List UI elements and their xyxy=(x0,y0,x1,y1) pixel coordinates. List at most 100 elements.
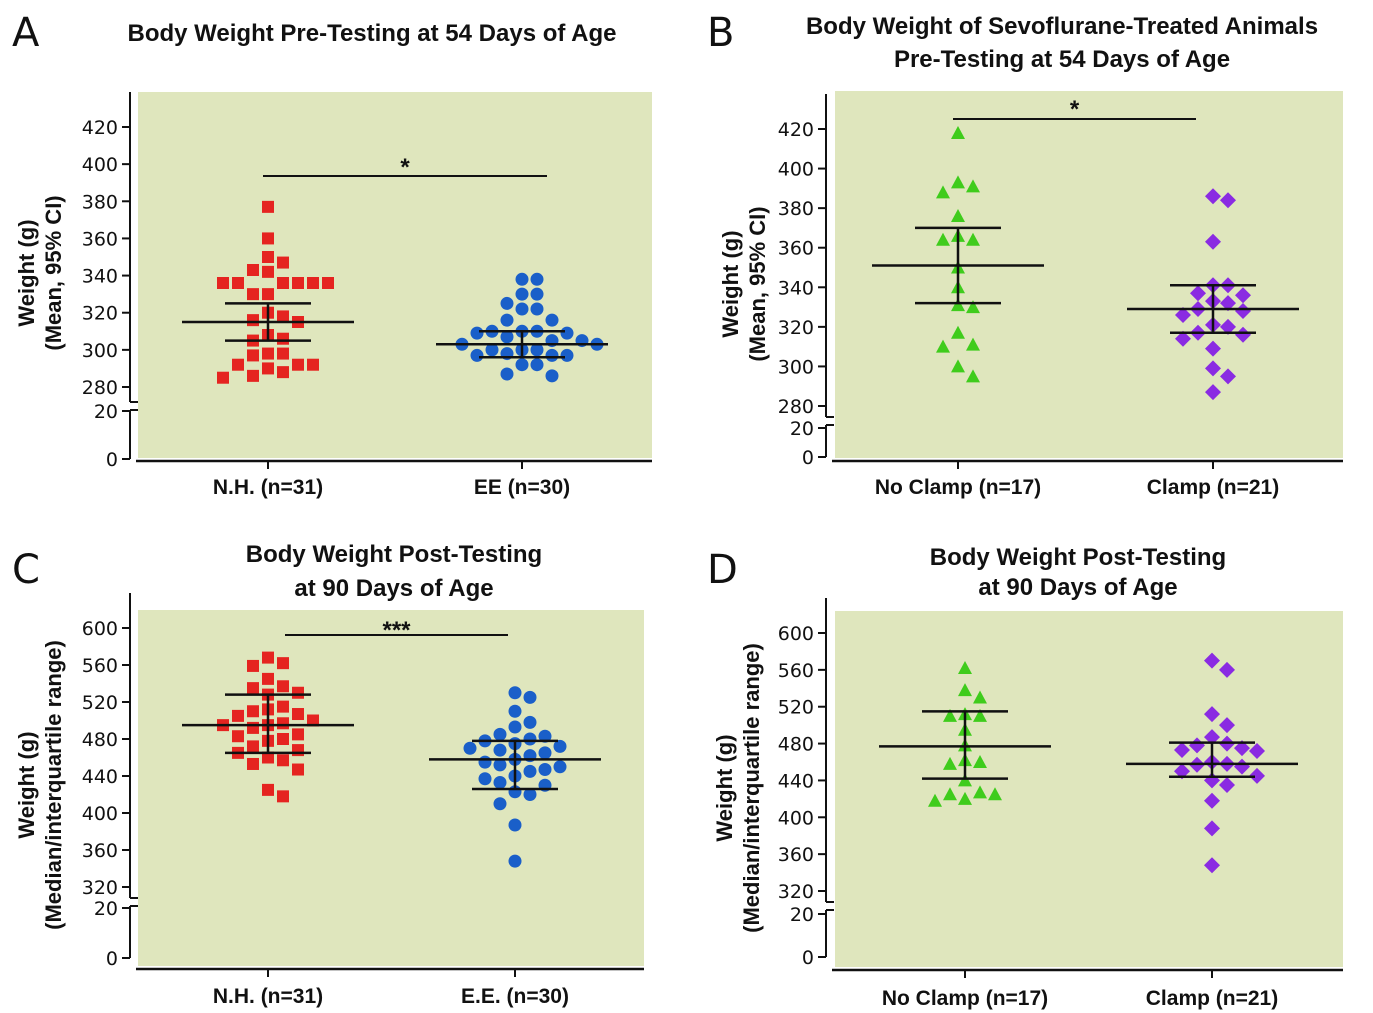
data-point xyxy=(530,343,544,357)
data-point xyxy=(262,265,274,278)
data-point xyxy=(1220,368,1236,385)
chart-title: Body Weight of Sevoflurane-Treated Anima… xyxy=(806,13,1318,40)
data-point xyxy=(1219,661,1235,678)
y-axis-label: Weight (g) xyxy=(14,219,39,326)
data-point xyxy=(545,369,559,383)
y-tick-label: 0 xyxy=(106,948,118,970)
data-point xyxy=(232,277,244,289)
x-tick-label: EE (n=30) xyxy=(474,476,570,499)
data-point xyxy=(247,740,259,753)
y-tick-label: 300 xyxy=(778,356,814,378)
y-tick-label: 380 xyxy=(82,191,118,213)
data-point xyxy=(1220,318,1236,335)
data-point xyxy=(493,727,507,741)
data-point xyxy=(247,314,259,327)
y-axis-label: (Median/interquartile range) xyxy=(739,643,764,933)
data-point xyxy=(262,200,274,213)
y-tick-label: 560 xyxy=(82,655,118,677)
y-tick-label: 320 xyxy=(778,317,814,339)
x-tick-label: No Clamp (n=17) xyxy=(875,476,1041,499)
plot-background xyxy=(835,611,1343,967)
data-point xyxy=(247,659,259,672)
data-point xyxy=(508,854,522,868)
plot-background xyxy=(835,91,1343,458)
x-tick-label: No Clamp (n=17) xyxy=(882,987,1048,1010)
data-point xyxy=(1205,188,1221,205)
chart-title: at 90 Days of Age xyxy=(978,574,1177,601)
data-point xyxy=(262,288,274,301)
data-point xyxy=(277,332,289,345)
data-point xyxy=(966,369,980,383)
y-tick-label: 360 xyxy=(778,238,814,260)
data-point xyxy=(1234,740,1250,757)
data-point xyxy=(1249,742,1265,759)
data-point xyxy=(538,746,552,760)
data-point xyxy=(966,300,980,314)
y-axis-label: (Mean, 95% CI) xyxy=(41,195,66,350)
x-tick-label: N.H. (n=31) xyxy=(213,476,323,499)
chart-title: Body Weight Post-Testing xyxy=(246,541,542,568)
data-point xyxy=(951,175,965,189)
x-tick-label: E.E. (n=30) xyxy=(461,985,569,1008)
data-point xyxy=(493,743,507,757)
plot-background xyxy=(138,610,644,966)
data-point xyxy=(1205,233,1221,250)
y-tick-label: 400 xyxy=(82,803,118,825)
data-point xyxy=(988,787,1002,801)
data-point xyxy=(530,272,544,286)
data-point xyxy=(1204,729,1220,746)
data-point xyxy=(292,358,304,371)
data-point xyxy=(292,708,304,721)
data-point xyxy=(943,787,957,801)
data-point xyxy=(966,232,980,246)
y-tick-label: 420 xyxy=(778,119,814,141)
y-tick-label: 480 xyxy=(82,729,118,751)
data-point xyxy=(262,651,274,664)
significance-label: *** xyxy=(382,617,411,644)
data-point xyxy=(470,326,484,340)
data-point xyxy=(545,313,559,327)
data-point xyxy=(500,367,514,381)
y-tick-label: 20 xyxy=(94,401,118,423)
y-tick-label: 0 xyxy=(106,449,118,471)
data-point xyxy=(515,287,529,301)
data-point xyxy=(538,763,552,777)
y-tick-label: 0 xyxy=(802,947,814,969)
data-point xyxy=(966,337,980,351)
y-tick-label: 400 xyxy=(82,154,118,176)
y-tick-label: 20 xyxy=(790,418,814,440)
y-tick-label: 320 xyxy=(82,303,118,325)
data-point xyxy=(951,125,965,139)
data-point xyxy=(951,209,965,223)
data-point xyxy=(951,359,965,373)
y-tick-label: 360 xyxy=(778,844,814,866)
data-point xyxy=(478,772,492,786)
chart-title: Pre-Testing at 54 Days of Age xyxy=(894,46,1230,73)
y-axis-label: Weight (g) xyxy=(718,230,743,337)
y-tick-label: 280 xyxy=(778,396,814,418)
data-point xyxy=(1205,340,1221,357)
data-point xyxy=(553,739,567,753)
y-tick-label: 0 xyxy=(802,447,814,469)
x-tick-label: Clamp (n=21) xyxy=(1147,476,1279,499)
data-point xyxy=(307,277,319,289)
data-point xyxy=(508,720,522,734)
data-point xyxy=(508,686,522,700)
data-point xyxy=(247,288,259,301)
data-point xyxy=(478,755,492,769)
data-point xyxy=(508,818,522,832)
data-point xyxy=(493,775,507,789)
data-point xyxy=(277,277,289,289)
data-point xyxy=(943,756,957,770)
data-point xyxy=(247,705,259,718)
data-point xyxy=(232,358,244,371)
data-point xyxy=(262,251,274,263)
data-point xyxy=(1174,763,1190,780)
data-point xyxy=(545,348,559,362)
data-point xyxy=(217,371,229,384)
data-point xyxy=(277,733,289,745)
data-point xyxy=(292,744,304,757)
data-point xyxy=(1204,820,1220,837)
data-point xyxy=(470,348,484,362)
